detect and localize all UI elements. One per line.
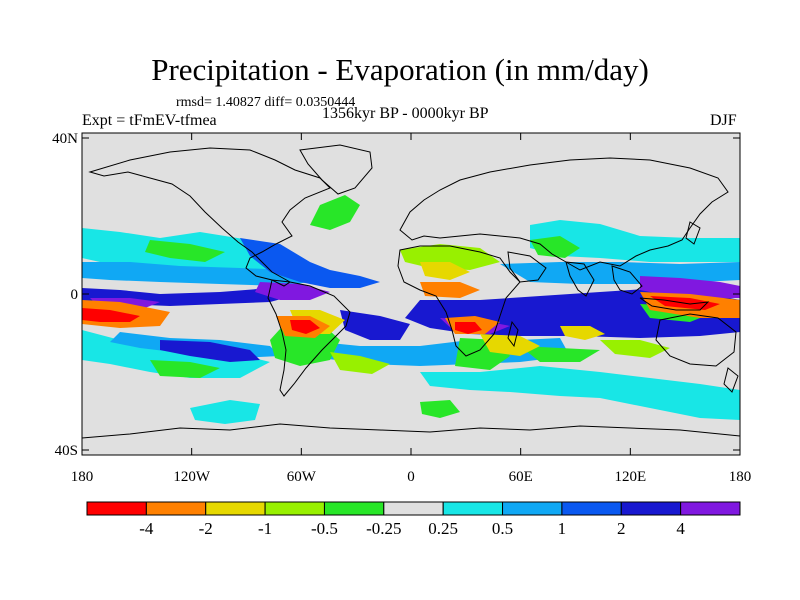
colorbar-label: -2	[199, 519, 213, 538]
field-deepblue-spcz	[160, 340, 260, 362]
lat-tick-label: 0	[71, 287, 79, 303]
colorbar-label: -0.5	[311, 519, 338, 538]
period-label: 1356kyr BP - 0000kyr BP	[322, 105, 489, 122]
latitude-axis: 80N40N040S80S	[52, 131, 740, 600]
field-green-central-pacific	[145, 240, 225, 262]
colorbar-swatch	[561, 501, 622, 516]
field-deepblue-atlantic-itcz	[240, 238, 380, 288]
colorbar-swatch	[383, 501, 444, 516]
colorbar-swatch	[264, 501, 325, 516]
coast-australia	[655, 313, 737, 367]
season-label: DJF	[710, 112, 737, 129]
colorbar-label: -1	[258, 519, 272, 538]
field-cyan-india	[530, 220, 740, 262]
lat-tick-label: 40S	[55, 443, 78, 459]
map-panel	[81, 132, 741, 456]
lon-tick-label: 60W	[287, 469, 317, 485]
field-green-south-pacific	[150, 360, 220, 378]
coast-africa	[397, 245, 521, 357]
coast-indonesia	[639, 297, 710, 311]
colorbar-swatch	[620, 501, 682, 516]
coast-india	[565, 261, 595, 297]
lat-tick-label: 40N	[52, 131, 78, 147]
field-red-brazil	[290, 320, 320, 334]
colorbar-swatch	[86, 501, 147, 516]
coast-south-america	[267, 279, 351, 397]
colorbar-label: 0.5	[492, 519, 513, 538]
coast-japan	[685, 221, 701, 245]
colorbar-label: 1	[558, 519, 567, 538]
field-lightgreen-east-indian	[600, 340, 670, 358]
colorbar: -4 -2 -1 -0.5 -0.25 0.25 0.5 1 2 4	[86, 501, 741, 538]
lon-tick-label: 120W	[173, 469, 211, 485]
field-green-south-indian	[520, 346, 600, 362]
coast-madagascar	[507, 320, 519, 348]
coast-greenland	[299, 144, 373, 195]
colorbar-label: -0.25	[366, 519, 401, 538]
coast-southeast-asia	[611, 265, 643, 295]
coast-antarctica	[82, 423, 740, 439]
colorbar-swatch	[442, 501, 504, 516]
field-orange-sahel	[420, 282, 480, 298]
coast-europe-asia	[399, 157, 729, 271]
field-red-east-pacific	[82, 308, 140, 322]
colorbar-swatch	[205, 501, 266, 516]
field-blue-nh-pacific	[82, 262, 310, 286]
field-cyan-southwest-pacific	[190, 400, 260, 424]
longitude-axis: 180 120W 60W 0 60E 120E 180	[71, 133, 752, 485]
colorbar-swatch	[502, 501, 563, 516]
coast-arabia	[507, 251, 547, 283]
colorbar-label: -4	[139, 519, 154, 538]
stats-subtitle: rmsd= 1.40827 diff= 0.0350444	[176, 95, 356, 110]
lon-tick-label: 60E	[509, 469, 533, 485]
field-cyan-south-ocean	[420, 366, 740, 420]
colorbar-swatch	[145, 501, 207, 516]
field-green-arabia	[530, 236, 580, 258]
lon-tick-label: 180	[729, 469, 752, 485]
plot-title: Precipitation - Evaporation (in mm/day)	[151, 52, 649, 87]
colorbar-label: 2	[617, 519, 626, 538]
field-purple-west-pacific	[640, 276, 740, 298]
coastlines	[82, 144, 740, 439]
anomaly-field	[82, 195, 740, 424]
field-yellow-southern-africa	[480, 334, 540, 356]
colorbar-label: 4	[676, 519, 685, 538]
field-deepblue-south-atlantic	[340, 310, 410, 340]
lon-tick-label: 0	[407, 469, 415, 485]
colorbar-swatch	[680, 501, 741, 516]
coast-north-america	[88, 147, 331, 287]
coast-new-zealand	[723, 367, 739, 393]
field-purple-tropical-pacific	[255, 282, 330, 300]
lon-tick-label: 180	[71, 469, 94, 485]
field-green-north-atlantic	[310, 195, 360, 230]
colorbar-label: 0.25	[428, 519, 458, 538]
field-yellow-north-africa	[420, 262, 470, 280]
field-green-south-ocean	[420, 400, 460, 418]
field-red-southern-africa	[455, 322, 482, 334]
experiment-label: Expt = tFmEV-tfmea	[82, 112, 217, 129]
lon-tick-label: 120E	[614, 469, 646, 485]
field-yellow-indian	[560, 326, 605, 340]
colorbar-swatch	[323, 501, 385, 516]
field-lightgreen-south-atlantic	[330, 352, 390, 374]
